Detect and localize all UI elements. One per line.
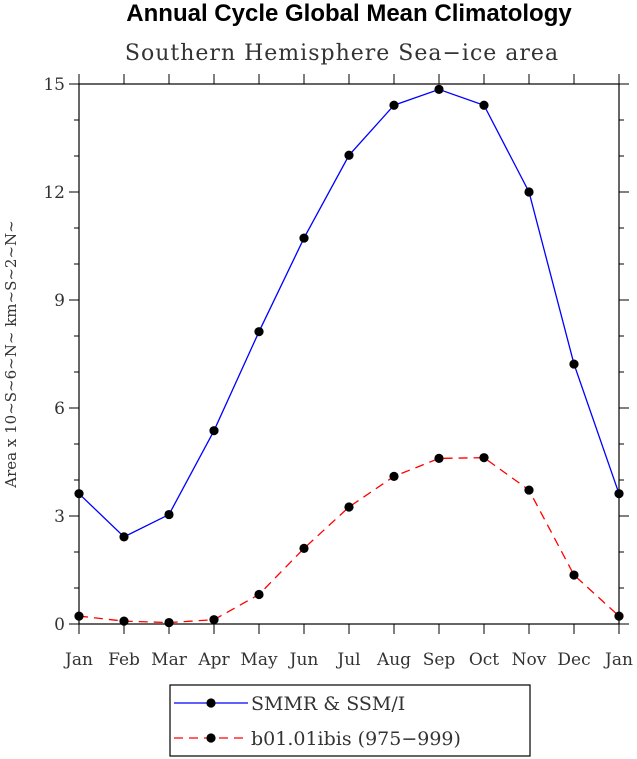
- y-tick-label: 0: [54, 615, 65, 635]
- series-1-point: [524, 187, 534, 197]
- series-1-point: [479, 100, 489, 110]
- x-tick-label: Mar: [151, 650, 188, 670]
- series-2-point: [344, 502, 354, 512]
- x-tick-label: Jan: [63, 650, 93, 670]
- series-2-point: [434, 453, 444, 463]
- legend-marker-1: [206, 698, 216, 708]
- x-tick-label: Sep: [423, 650, 456, 670]
- legend-box: [169, 684, 531, 757]
- y-tick-label: 9: [54, 291, 65, 311]
- x-tick-label: Aug: [376, 650, 411, 670]
- series-1-point: [569, 359, 579, 369]
- x-tick-label: May: [240, 650, 278, 670]
- series-2-point: [74, 611, 84, 621]
- y-axis-label: Area x 10~S~6~N~ km~S~2~N~: [2, 220, 20, 488]
- series-2-point: [254, 589, 264, 600]
- series-1-point: [299, 233, 309, 243]
- series-2-point: [389, 471, 399, 481]
- x-tick-label: Feb: [108, 650, 140, 670]
- series-line-2: [78, 457, 620, 624]
- series-1-point: [614, 489, 624, 499]
- legend-label-2: b01.01ibis (975−999): [251, 728, 461, 750]
- legend-marker-2: [206, 733, 216, 743]
- series-1-point: [254, 327, 264, 337]
- x-tick-label: Oct: [469, 650, 499, 670]
- series-2-point: [299, 543, 309, 554]
- x-tick-label: Jun: [288, 650, 319, 670]
- chart-title: Annual Cycle Global Mean Climatology: [126, 0, 572, 27]
- series-2-point: [119, 616, 129, 626]
- plot-area: 0 3 6 9 12 15 Jan Feb Mar Apr May Jun Jul Aug Sep Oct No…: [43, 74, 633, 670]
- series-1-point: [119, 532, 129, 542]
- y-tick-label: 12: [43, 183, 65, 203]
- x-tick-label: Jan: [603, 650, 633, 670]
- series-1-point: [389, 100, 399, 110]
- series-2-point: [524, 485, 534, 495]
- plot-frame: [78, 83, 620, 625]
- series-2-point: [569, 570, 579, 580]
- y-tick-label: 3: [54, 507, 65, 527]
- x-tick-label: Apr: [197, 650, 230, 670]
- legend-label-1: SMMR & SSM/I: [251, 693, 405, 715]
- chart-subtitle: Southern Hemisphere Sea−ice area: [125, 41, 559, 66]
- series-1-point: [209, 426, 219, 436]
- series-2-point: [164, 617, 174, 628]
- series-2-point: [614, 611, 624, 621]
- x-tick-label: Dec: [557, 650, 590, 670]
- series-2-point: [209, 615, 219, 625]
- x-tick-label: Nov: [512, 650, 547, 670]
- y-tick-label: 6: [54, 399, 65, 419]
- legend: SMMR & SSM/I b01.01ibis (975−999): [169, 684, 531, 757]
- series-1-point: [434, 84, 444, 94]
- series-1-point: [164, 509, 174, 520]
- y-tick-label: 15: [43, 75, 65, 95]
- series-1-point: [344, 150, 354, 160]
- series-1-point: [74, 489, 84, 499]
- x-tick-label: Jul: [335, 650, 360, 670]
- series-2-point: [479, 453, 489, 463]
